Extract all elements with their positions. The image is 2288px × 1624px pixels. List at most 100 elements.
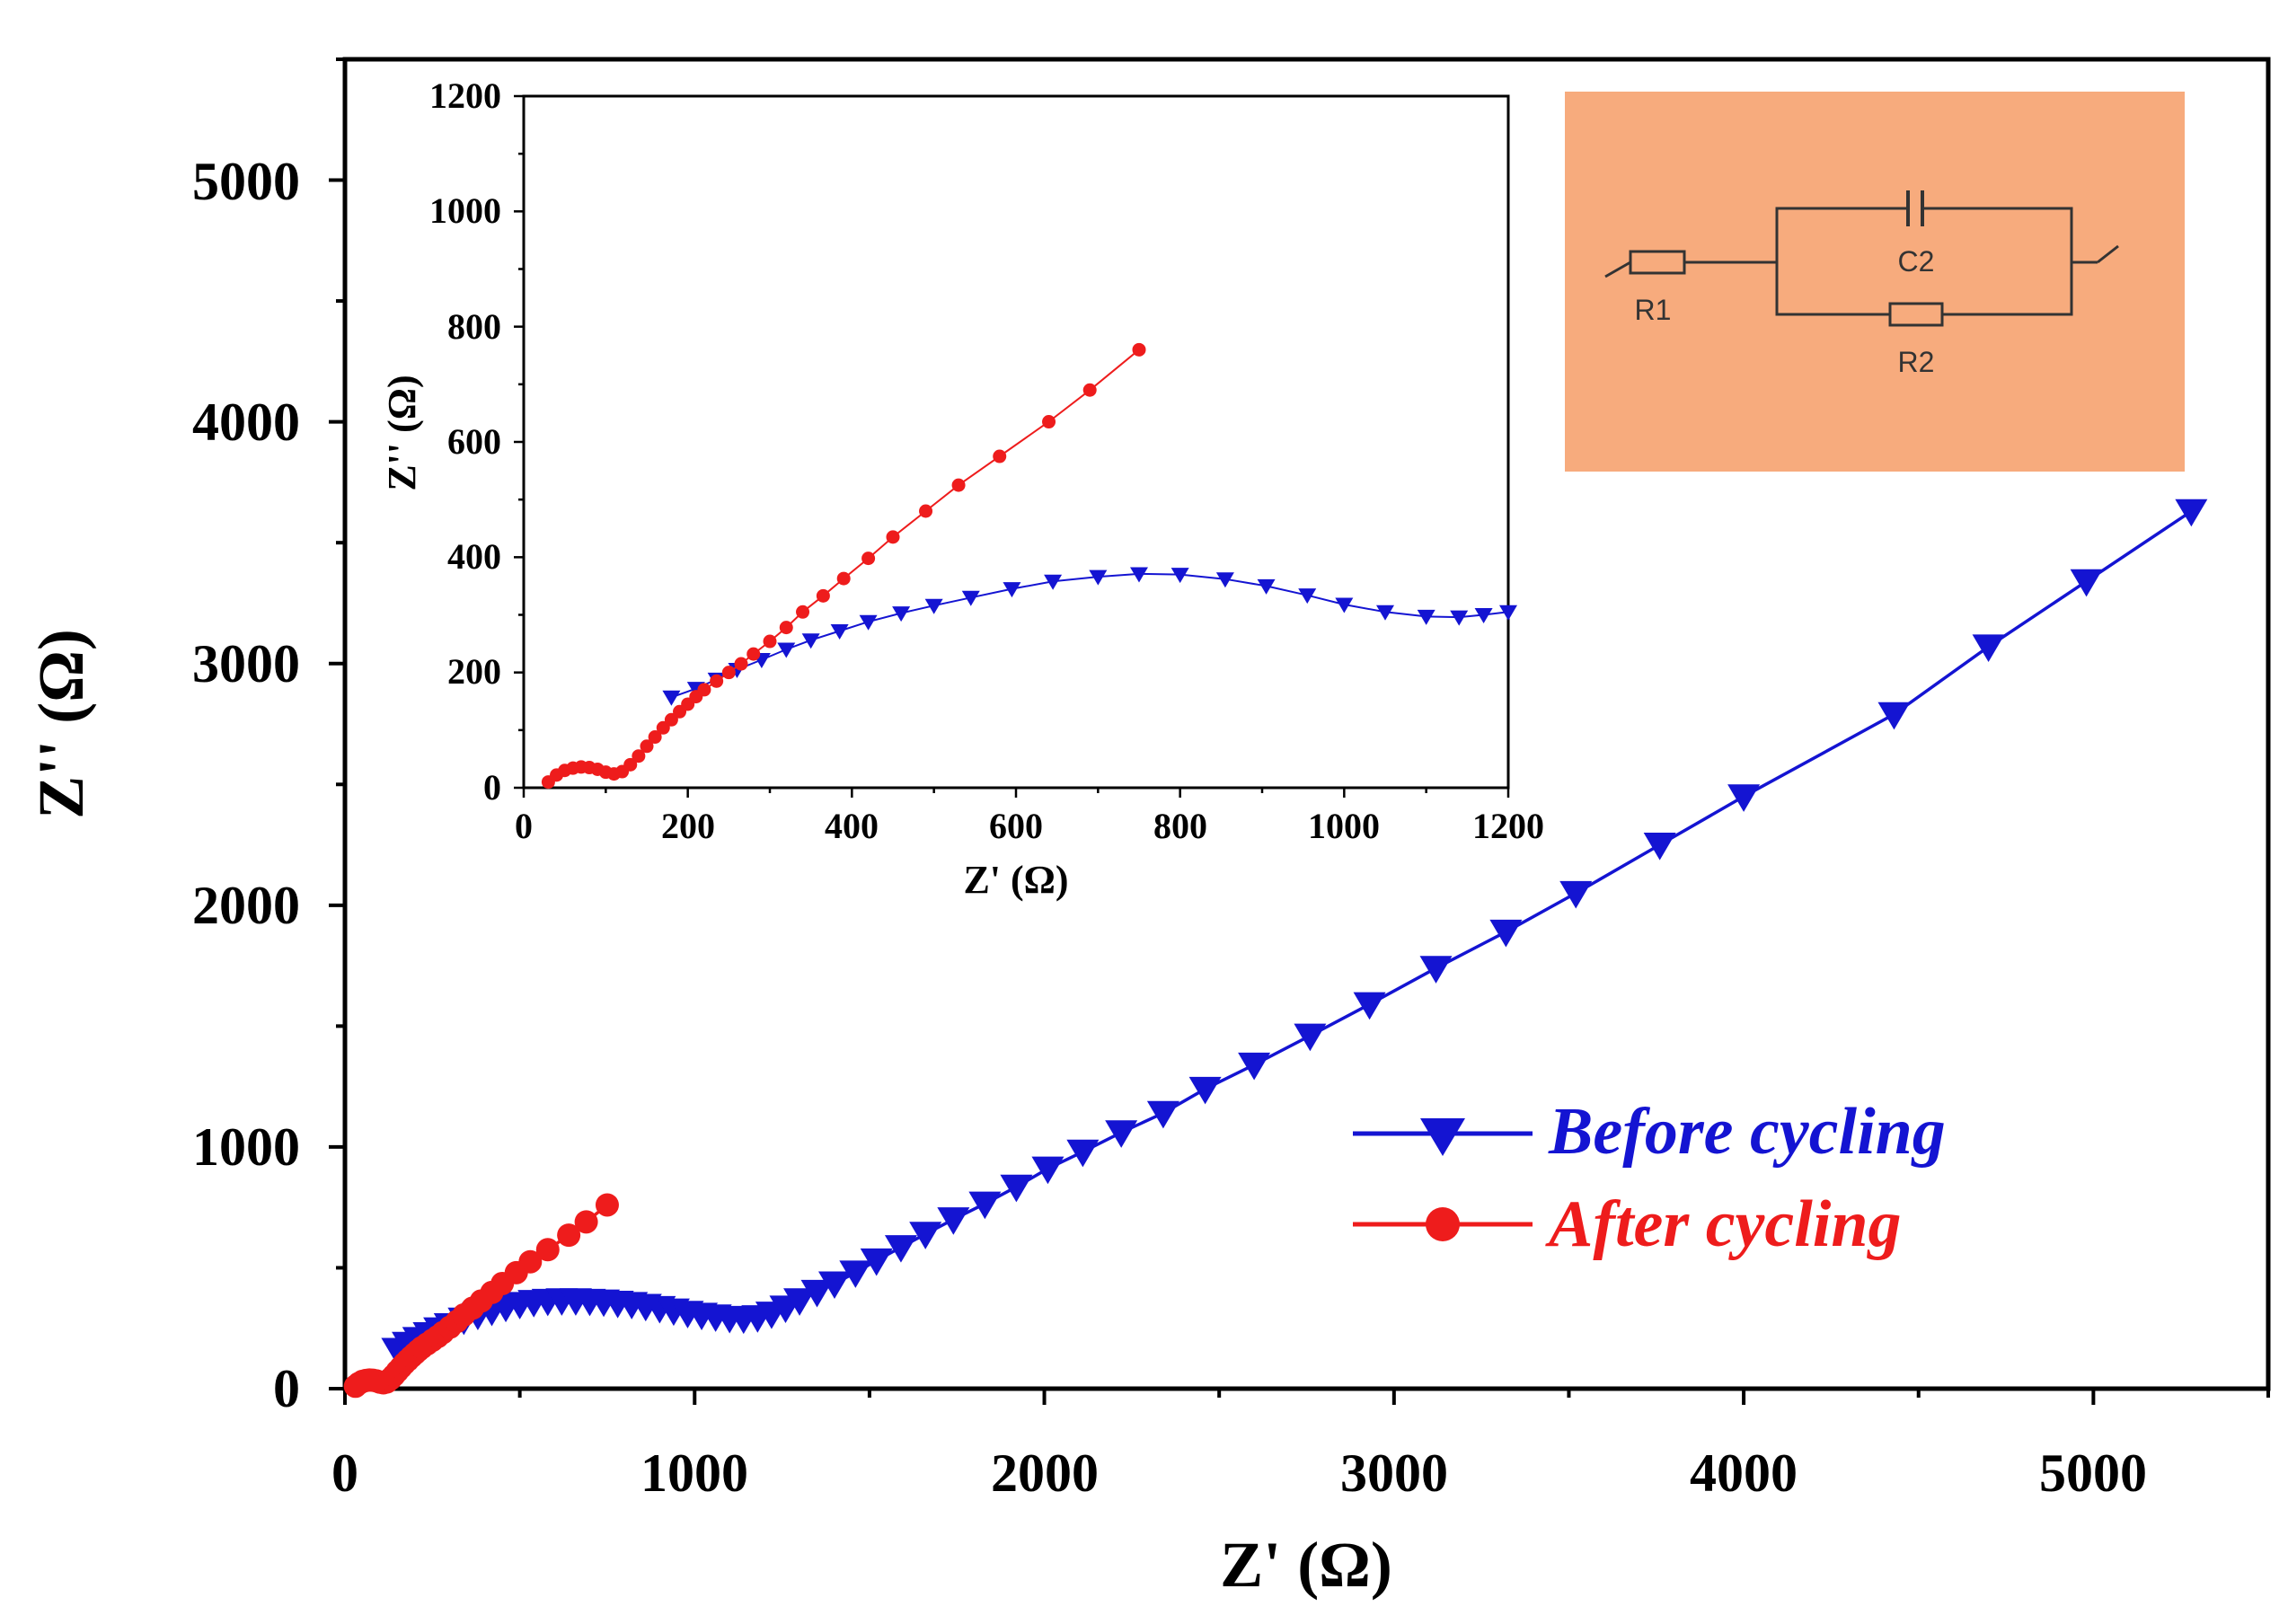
capacitor-c2 (1906, 190, 1924, 226)
main-y-tick-labels: 0 1000 2000 3000 4000 5000 (192, 152, 300, 1418)
main-point-before (968, 1191, 1002, 1220)
equivalent-circuit-panel: R1 C2 R2 (1565, 92, 2185, 472)
main-x-tick-label: 4000 (1690, 1443, 1798, 1503)
inset-point-after (721, 666, 736, 680)
inset-point-before (1298, 588, 1317, 605)
main-point-before (884, 1235, 917, 1263)
main-point-before (1105, 1120, 1138, 1148)
main-point-before (1294, 1023, 1327, 1052)
main-y-tick-label: 5000 (192, 152, 300, 211)
resistor-r1 (1629, 250, 1686, 275)
inset-point-after (734, 657, 748, 671)
inset-point-after (710, 674, 724, 688)
main-chart: 0 1000 2000 3000 4000 5000 0 1000 2000 3… (25, 57, 2271, 1601)
main-y-tick-label: 1000 (192, 1117, 300, 1177)
inset-point-before (1474, 608, 1493, 623)
main-x-tick-label: 3000 (1340, 1443, 1448, 1503)
main-point-after (595, 1193, 619, 1217)
legend-label-before: Before cycling (1548, 1095, 1946, 1169)
main-plot-frame (342, 57, 2271, 1391)
inset-point-after (993, 449, 1007, 463)
inset-point-after (886, 530, 900, 544)
inset-point-before (892, 606, 911, 622)
inset-point-after (1132, 342, 1146, 357)
inset-y-tick-label: 400 (447, 536, 501, 577)
main-point-before (1031, 1156, 1064, 1185)
main-point-before (1188, 1076, 1222, 1105)
main-point-before (1559, 880, 1593, 909)
main-point-before (2070, 569, 2103, 597)
resistor-r2 (1888, 302, 1944, 327)
inset-x-tick-label: 600 (989, 806, 1043, 846)
inset-point-after (951, 478, 966, 492)
inset-point-after (1082, 383, 1097, 397)
legend-marker-before (1420, 1118, 1465, 1156)
inset-point-before (777, 642, 796, 658)
inset-y-axis-label: Z'' (Ω) (380, 375, 424, 490)
inset-x-tick-label: 1200 (1472, 806, 1544, 846)
inset-y-tick-label: 200 (447, 651, 501, 692)
main-point-before (1419, 956, 1453, 984)
inset-x-tick-labels: 0 200 400 600 800 1000 1200 (515, 806, 1544, 846)
main-x-axis-label: Z' (Ω) (1220, 1529, 1392, 1601)
main-point-before (1643, 833, 1676, 861)
main-point-after (535, 1238, 560, 1262)
main-point-before (817, 1271, 851, 1300)
inset-point-before (1376, 605, 1394, 621)
inset-y-tick-label: 1000 (429, 190, 501, 231)
inset-point-after (763, 634, 777, 649)
main-y-tick-label: 3000 (192, 634, 300, 693)
inset-x-tick-label: 0 (515, 806, 533, 846)
inset-point-after (697, 683, 711, 697)
inset-x-tick-label: 1000 (1308, 806, 1380, 846)
main-point-before (2175, 499, 2208, 527)
inset-y-tick-label: 800 (447, 306, 501, 347)
inset-point-before (801, 633, 820, 649)
circuit-label-c2: C2 (1898, 245, 1935, 278)
inset-point-after (779, 621, 793, 635)
inset-series-after-cycling (541, 342, 1146, 790)
inset-y-tick-label: 0 (483, 767, 501, 808)
inset-point-before (924, 598, 943, 614)
main-x-tick-label: 1000 (640, 1443, 748, 1503)
inset-point-before (1335, 597, 1354, 613)
circuit-label-r1: R1 (1635, 294, 1672, 326)
main-point-after (557, 1223, 581, 1248)
inset-point-before (1215, 572, 1234, 588)
main-point-before (1353, 992, 1386, 1020)
inset-point-before (1171, 568, 1189, 584)
main-point-before (839, 1260, 872, 1288)
inset-point-after (656, 720, 670, 735)
main-y-tick-label: 2000 (192, 876, 300, 935)
inset-point-before (1130, 567, 1148, 583)
circuit-background (1565, 92, 2185, 472)
inset-point-after (836, 571, 851, 586)
inset-point-after (640, 739, 654, 754)
main-y-axis-label: Z'' (Ω) (25, 629, 97, 819)
main-point-before (1000, 1174, 1033, 1203)
inset-axis-ticks (514, 94, 1510, 798)
main-y-tick-label: 0 (273, 1359, 300, 1418)
main-x-tick-label: 0 (331, 1443, 358, 1503)
legend-marker-after (1426, 1207, 1460, 1241)
inset-chart: 0 200 400 600 800 1000 1200 0 200 400 60… (380, 75, 1544, 902)
main-point-before (909, 1222, 942, 1249)
legend-entry-before: Before cycling (1353, 1095, 1946, 1169)
main-point-before (1066, 1139, 1100, 1168)
inset-point-after (746, 647, 761, 661)
legend: Before cycling After cycling (1353, 1095, 1946, 1261)
inset-y-tick-labels: 0 200 400 600 800 1000 1200 (429, 75, 501, 808)
capacitor-gap (1908, 203, 1922, 214)
inset-x-axis-label: Z' (Ω) (963, 858, 1068, 902)
inset-point-before (1089, 569, 1108, 586)
inset-point-before (1417, 609, 1436, 625)
inset-point-after (919, 504, 933, 518)
main-point-after (518, 1249, 543, 1274)
lead-right (2097, 244, 2119, 264)
main-x-tick-label: 5000 (2039, 1443, 2147, 1503)
main-point-after (574, 1210, 598, 1234)
inset-point-after (648, 730, 662, 745)
inset-series-before-cycling (662, 567, 1517, 706)
main-point-before (1146, 1100, 1179, 1129)
